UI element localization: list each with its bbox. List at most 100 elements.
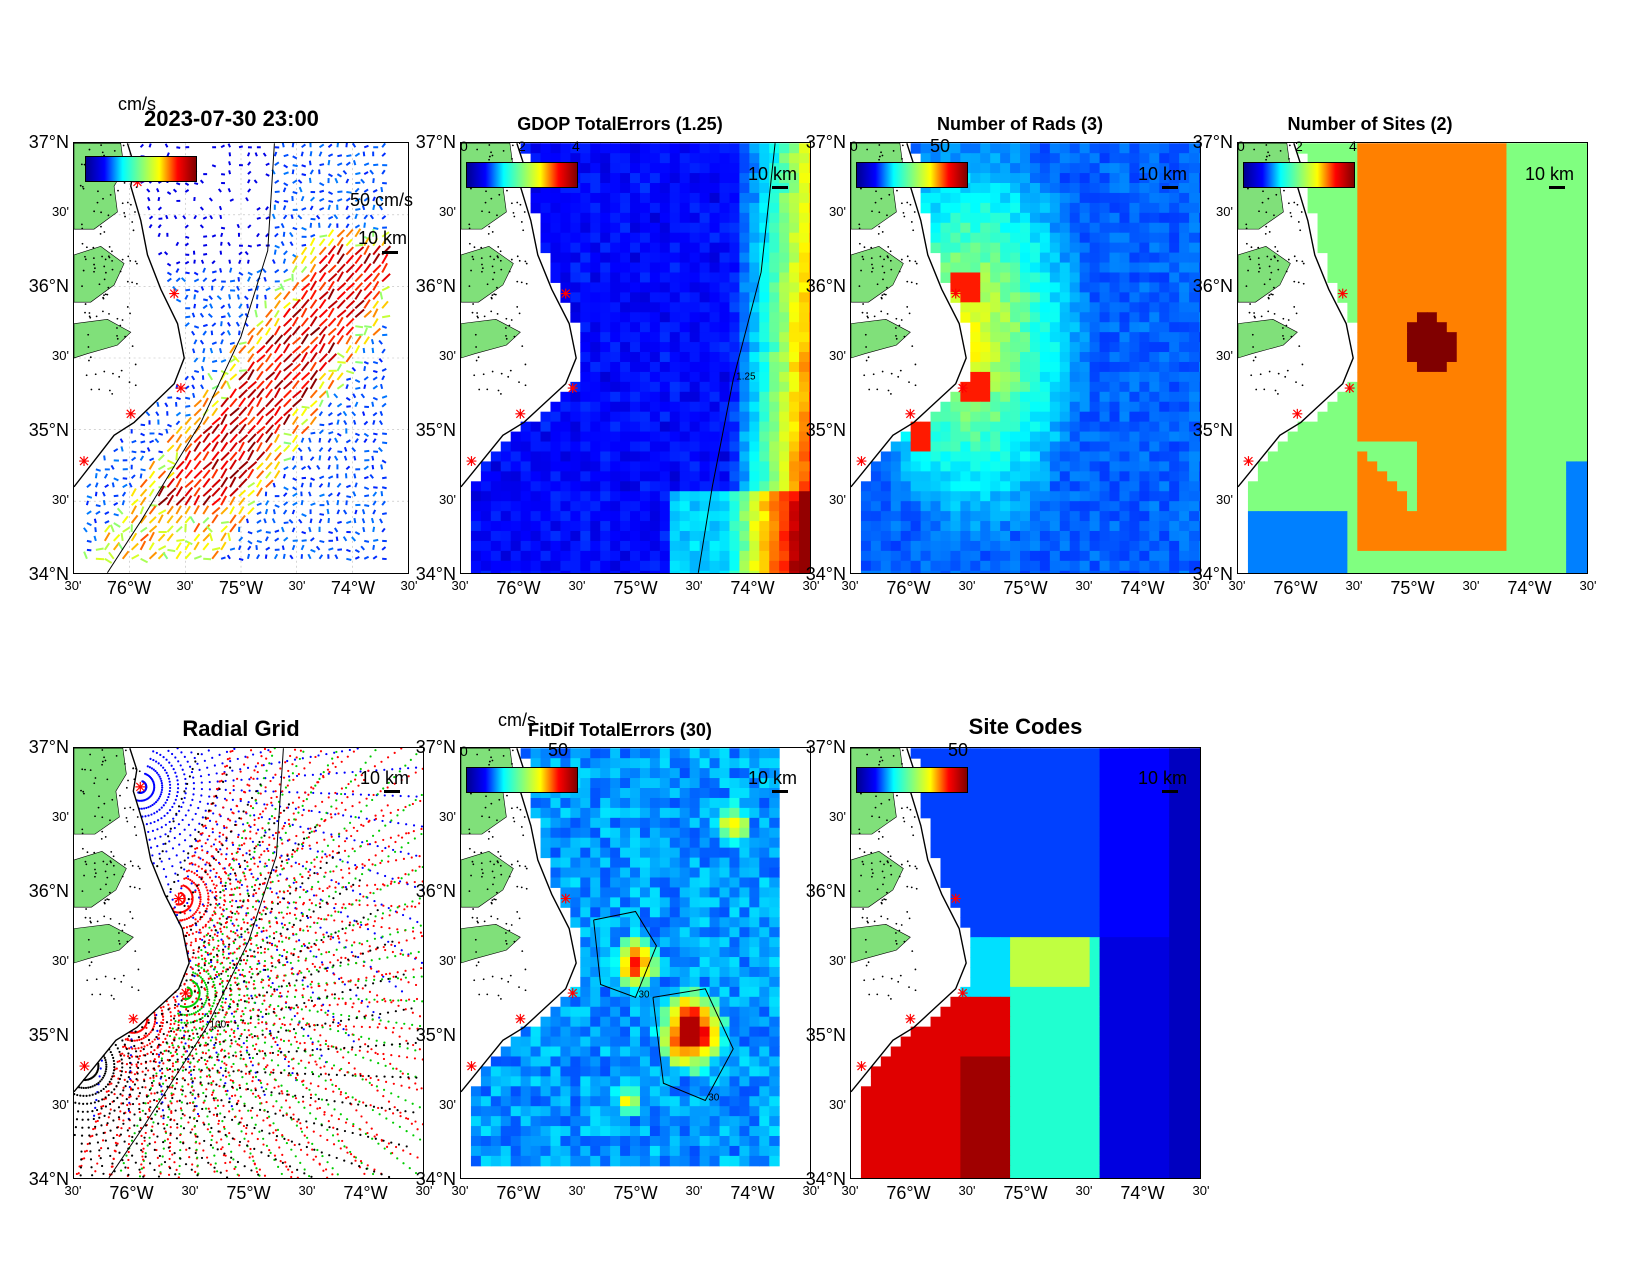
field-cell xyxy=(1059,192,1071,204)
site-marker xyxy=(567,383,578,394)
current-vector xyxy=(211,441,219,452)
current-vector xyxy=(139,455,145,461)
field-cell xyxy=(610,560,621,572)
field-cell xyxy=(1000,183,1011,194)
field-cell xyxy=(809,451,810,462)
field-cell xyxy=(1079,153,1091,164)
field-cell xyxy=(789,511,800,522)
current-vector xyxy=(372,509,377,515)
field-cell xyxy=(530,431,542,443)
field-cell xyxy=(739,491,750,502)
field-cell xyxy=(1139,252,1150,264)
field-cell xyxy=(920,441,932,452)
field-cell xyxy=(990,431,1001,443)
field-cell xyxy=(600,342,611,353)
field-cell xyxy=(1139,232,1150,244)
coast-dot xyxy=(862,258,865,261)
field-cell xyxy=(649,332,661,343)
field-cell xyxy=(1566,163,1577,174)
field-cell xyxy=(1466,361,1478,373)
field-cell xyxy=(779,521,790,532)
current-vector xyxy=(256,396,263,408)
current-vector xyxy=(220,451,230,462)
field-cell xyxy=(970,242,981,254)
field-cell xyxy=(1337,143,1348,154)
current-vector xyxy=(298,186,303,193)
coast-dot xyxy=(103,294,105,297)
current-vector xyxy=(381,143,386,148)
field-cell xyxy=(990,232,1001,244)
field-cell xyxy=(620,222,631,234)
field-cell xyxy=(1029,531,1041,542)
field-cell xyxy=(620,312,631,323)
colorbar-tick: 0 xyxy=(850,138,858,154)
field-cell xyxy=(789,202,800,214)
current-vector xyxy=(246,259,250,264)
field-cell xyxy=(1566,252,1577,264)
field-cell xyxy=(1089,471,1101,482)
current-vector xyxy=(381,402,387,408)
field-cell xyxy=(1397,352,1408,363)
field-cell xyxy=(930,461,941,472)
field-cell xyxy=(1149,232,1160,244)
current-vector xyxy=(363,361,369,365)
current-vector xyxy=(256,519,262,524)
field-cell xyxy=(600,570,611,573)
field-cell xyxy=(950,451,961,462)
field-cell xyxy=(779,461,790,472)
current-vector xyxy=(220,380,227,390)
field-cell xyxy=(1159,531,1170,542)
field-cell xyxy=(1189,302,1200,313)
field-cell xyxy=(570,471,581,482)
field-cell xyxy=(1397,302,1408,313)
current-vector xyxy=(380,491,384,497)
current-vector xyxy=(202,277,208,283)
current-vector xyxy=(256,487,263,497)
field-cell xyxy=(769,242,780,254)
field-cell xyxy=(1556,232,1567,244)
field-cell xyxy=(960,212,971,224)
field-cell xyxy=(940,511,951,522)
current-vector xyxy=(343,509,348,515)
current-vector xyxy=(265,388,273,399)
coast-dot xyxy=(871,267,874,270)
field-cell xyxy=(950,461,961,472)
field-cell xyxy=(940,521,951,532)
field-cell xyxy=(719,371,730,383)
coast-dot xyxy=(901,157,903,160)
field-cell xyxy=(560,421,571,433)
current-vector xyxy=(283,380,293,390)
current-vector xyxy=(273,433,280,443)
field-cell xyxy=(649,153,661,164)
field-cell xyxy=(570,292,581,303)
field-cell xyxy=(950,560,961,572)
coast-dot xyxy=(103,278,106,281)
field-cell xyxy=(1387,411,1398,423)
current-vector xyxy=(148,470,156,479)
field-cell xyxy=(1446,391,1458,403)
field-cell xyxy=(1476,252,1488,264)
field-cell xyxy=(1159,322,1170,333)
current-vector xyxy=(353,160,357,166)
field-cell xyxy=(1020,451,1031,462)
field-cell xyxy=(1397,332,1408,343)
current-vector xyxy=(175,261,181,265)
field-cell xyxy=(1556,262,1567,273)
field-cell xyxy=(1516,192,1527,204)
field-cell xyxy=(1000,232,1011,244)
field-cell xyxy=(1407,282,1418,293)
current-vector xyxy=(184,434,193,444)
field-cell xyxy=(600,550,611,562)
current-vector xyxy=(328,547,334,551)
field-cell xyxy=(1099,192,1111,204)
scale-label: 10 km xyxy=(358,228,408,248)
field-cell xyxy=(1069,391,1081,403)
field-cell xyxy=(729,242,740,254)
field-cell xyxy=(659,550,671,562)
field-cell xyxy=(580,252,591,264)
field-cell xyxy=(1526,371,1537,383)
current-vector xyxy=(264,554,268,559)
field-cell xyxy=(1199,202,1200,214)
field-cell xyxy=(699,451,711,462)
field-cell xyxy=(550,550,561,562)
